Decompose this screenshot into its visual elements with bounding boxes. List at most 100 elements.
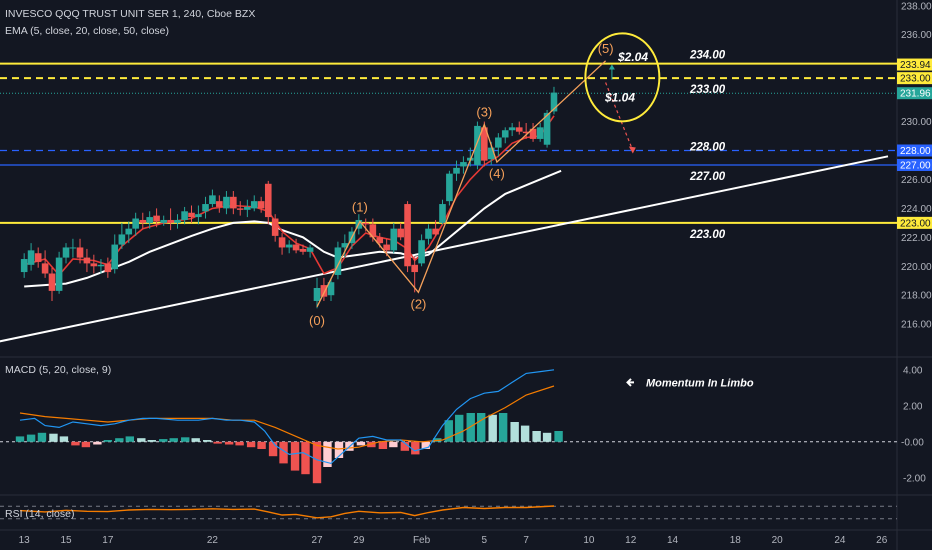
macd-signal-line xyxy=(19,385,555,450)
wave-label: (5) xyxy=(598,41,614,56)
macd-histogram-bar xyxy=(191,438,200,442)
macd-histogram-bar xyxy=(301,441,310,475)
macd-histogram-bar xyxy=(169,438,178,442)
candle-body xyxy=(418,240,425,264)
candle-body xyxy=(160,219,167,223)
macd-histogram-bar xyxy=(542,432,552,442)
candle-body xyxy=(69,247,77,249)
price-tag xyxy=(897,72,932,85)
macd-histogram-bar xyxy=(356,441,366,446)
candle-body xyxy=(230,196,237,209)
time-axis-tick: 22 xyxy=(207,535,219,546)
candle-body xyxy=(41,263,49,274)
candle-body xyxy=(383,244,390,251)
candle-body xyxy=(188,212,195,218)
candle-body xyxy=(139,219,147,223)
rsi-line xyxy=(19,505,555,519)
level-label: 223.00 xyxy=(689,229,726,241)
ema20-line xyxy=(24,169,562,288)
time-axis-tick: 10 xyxy=(583,535,595,546)
macd-histogram-bar xyxy=(26,434,36,442)
candle-body xyxy=(285,244,293,248)
time-axis-tick: 24 xyxy=(834,535,846,546)
candle-body xyxy=(404,204,411,267)
wave-label: (3) xyxy=(476,104,492,119)
macd-histogram-bar xyxy=(411,441,420,455)
price-tag-label: 228.00 xyxy=(900,146,931,157)
price-axis-tick: 238.00 xyxy=(901,1,932,12)
candle-body xyxy=(299,248,307,252)
price-tag xyxy=(897,144,932,157)
macd-axis-tick: -2.00 xyxy=(903,473,926,484)
rsi-legend: RSI (14, close) xyxy=(5,508,75,520)
macd-histogram-bar xyxy=(323,441,332,467)
macd-histogram-bar xyxy=(49,433,58,442)
candle-body xyxy=(278,237,286,248)
macd-histogram-bar xyxy=(202,440,212,442)
price-axis-tick: 226.00 xyxy=(901,175,932,186)
wave-label: (0) xyxy=(309,313,325,328)
macd-histogram-bar xyxy=(389,441,398,448)
price-axis-tick: 218.00 xyxy=(901,291,932,302)
macd-histogram-bar xyxy=(378,441,388,449)
macd-histogram-bar xyxy=(476,413,486,442)
candle-body xyxy=(529,128,537,139)
macd-histogram-bar xyxy=(159,439,168,442)
candle-body xyxy=(515,127,523,132)
wave-path xyxy=(316,60,607,308)
time-axis-tick: 5 xyxy=(482,535,488,546)
candle-body xyxy=(244,206,251,210)
candle-body xyxy=(320,285,328,297)
time-axis-tick: 20 xyxy=(772,535,784,546)
candle-body xyxy=(62,247,70,258)
macd-histogram-bar xyxy=(37,432,47,442)
macd-histogram-bar xyxy=(554,431,563,442)
level-label: 233.00 xyxy=(689,84,726,96)
candle-body xyxy=(292,244,300,251)
candle-body xyxy=(90,263,98,267)
candle-body xyxy=(27,250,35,265)
ema-legend: EMA (5, close, 20, close, 50, close) xyxy=(5,25,169,37)
time-axis-tick: 7 xyxy=(523,535,529,546)
candle-body xyxy=(202,204,209,212)
wave-label: (2) xyxy=(410,296,426,311)
momentum-note: Momentum In Limbo xyxy=(646,377,754,389)
candle-body xyxy=(236,208,244,210)
candle-body xyxy=(536,127,544,139)
candle-body xyxy=(257,201,265,209)
candle-body xyxy=(327,282,335,296)
candle-body xyxy=(313,287,321,302)
arrow-left-icon xyxy=(626,378,634,387)
wave-label: (1) xyxy=(352,199,368,214)
macd-histogram-bar xyxy=(510,422,519,442)
price-axis-tick: 236.00 xyxy=(901,30,932,41)
candle-body xyxy=(223,196,230,209)
candle-body xyxy=(376,237,384,244)
candle-body xyxy=(181,211,188,220)
macd-histogram-bar xyxy=(421,441,430,449)
candle-body xyxy=(508,127,516,131)
macd-histogram-bar xyxy=(15,436,25,442)
level-label: 228.00 xyxy=(689,142,726,154)
candle-body xyxy=(334,247,342,275)
macd-histogram-bar xyxy=(59,436,69,442)
price-tag-label: 227.00 xyxy=(900,160,931,171)
gain-arrowhead xyxy=(608,64,615,70)
candle-body xyxy=(83,257,91,264)
trendline xyxy=(0,155,889,343)
candle-body xyxy=(390,228,398,251)
macd-histogram-bar xyxy=(268,441,278,457)
macd-histogram-bar xyxy=(257,441,266,449)
macd-zero-tick: -0.00 xyxy=(901,437,924,448)
candle-body xyxy=(550,92,558,112)
macd-histogram-bar xyxy=(466,413,475,442)
candle-body xyxy=(501,130,509,138)
price-tag-label: 233.00 xyxy=(900,74,931,85)
candle-body xyxy=(543,112,551,145)
time-axis-tick: 27 xyxy=(311,535,323,546)
time-axis-tick: 17 xyxy=(102,535,114,546)
macd-histogram-bar xyxy=(115,438,124,442)
candle-body xyxy=(487,147,495,160)
price-tag-label: 231.96 xyxy=(900,89,931,100)
